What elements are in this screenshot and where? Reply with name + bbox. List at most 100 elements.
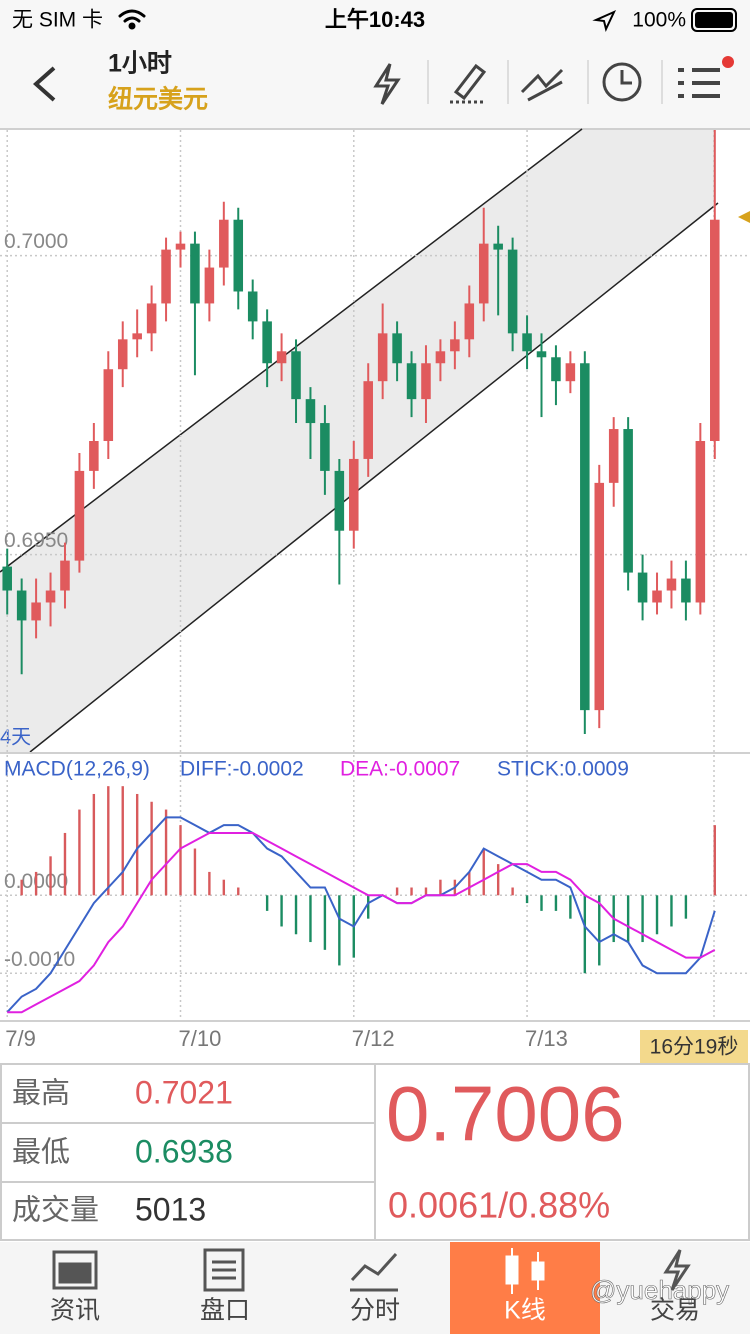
candle-body bbox=[536, 351, 547, 358]
x-tick-label: 7/9 bbox=[5, 1026, 36, 1051]
candle-body bbox=[666, 578, 677, 591]
battery-text: 100% bbox=[632, 9, 686, 32]
macd-stick bbox=[540, 895, 543, 911]
macd-stick bbox=[713, 825, 716, 896]
macd-stick bbox=[525, 895, 529, 904]
candle-body bbox=[377, 333, 388, 382]
battery-level bbox=[695, 12, 733, 28]
legend-entry: DEA:-0.0007 bbox=[340, 758, 460, 781]
macd-stick bbox=[323, 895, 327, 950]
candle-body bbox=[710, 219, 720, 441]
high-value: 0.7021 bbox=[135, 1074, 233, 1110]
macd-stick bbox=[598, 895, 601, 966]
candle-body bbox=[219, 219, 229, 268]
clock-button[interactable] bbox=[602, 62, 642, 102]
macd-stick bbox=[49, 856, 52, 896]
volume-value: 5013 bbox=[135, 1191, 206, 1227]
candle-body bbox=[291, 351, 301, 400]
y-tick-label: 0.7000 bbox=[4, 230, 68, 253]
candle-body bbox=[31, 602, 41, 621]
macd-stick bbox=[20, 879, 23, 896]
macd-stick bbox=[583, 895, 587, 974]
trendline-button[interactable] bbox=[520, 68, 564, 102]
candle-body bbox=[594, 482, 605, 711]
macd-stick bbox=[410, 887, 413, 896]
macd-stick bbox=[193, 848, 197, 896]
candle-body bbox=[320, 423, 330, 471]
x-tick-label: 7/12 bbox=[352, 1026, 395, 1051]
macd-stick bbox=[684, 895, 688, 919]
macd-stick bbox=[655, 895, 659, 935]
tab-label[interactable]: 盘口 bbox=[200, 1297, 250, 1325]
candle-body bbox=[363, 381, 373, 459]
candle-body bbox=[522, 333, 532, 352]
macd-stick bbox=[511, 887, 514, 896]
macd-stick bbox=[179, 825, 182, 896]
macd-stick bbox=[63, 832, 67, 896]
clock: 上午10:43 bbox=[325, 7, 425, 32]
macd-stick bbox=[150, 801, 153, 896]
macd-stick bbox=[641, 895, 644, 943]
candle-body bbox=[478, 243, 489, 304]
candle-body bbox=[652, 590, 662, 603]
candle-body bbox=[161, 249, 171, 304]
macd-stick bbox=[496, 864, 500, 896]
y-tick-label: -0.0010 bbox=[4, 948, 75, 971]
carrier: 无 SIM 卡 bbox=[12, 9, 103, 32]
candle-body bbox=[421, 363, 431, 400]
macd-stick bbox=[439, 879, 442, 896]
macd-stick bbox=[338, 895, 341, 966]
candle-body bbox=[146, 303, 157, 334]
macd-stick bbox=[164, 809, 168, 896]
tab-label[interactable]: 分时 bbox=[350, 1297, 400, 1325]
back-button[interactable] bbox=[32, 66, 56, 102]
tab-label[interactable]: K线 bbox=[504, 1297, 546, 1325]
candle-body bbox=[565, 363, 576, 382]
candle-body bbox=[132, 333, 142, 340]
draw-button[interactable] bbox=[450, 63, 487, 104]
tab-label[interactable]: 交易 bbox=[650, 1297, 700, 1325]
macd-stick bbox=[92, 793, 96, 896]
macd-stick bbox=[222, 879, 226, 896]
period: 1小时 bbox=[108, 50, 172, 78]
macd-stick bbox=[468, 871, 471, 896]
macd-stick bbox=[395, 887, 399, 896]
candle-body bbox=[406, 363, 417, 400]
timer-bg bbox=[640, 1030, 748, 1064]
candle-body bbox=[695, 441, 706, 603]
candle-body bbox=[681, 578, 691, 603]
notification-dot bbox=[722, 56, 734, 68]
candle-body bbox=[551, 357, 561, 382]
candle-body bbox=[608, 429, 619, 483]
candle-body bbox=[89, 441, 99, 471]
candle-body bbox=[305, 399, 316, 424]
flash-button[interactable] bbox=[373, 63, 401, 105]
macd-stick bbox=[107, 786, 110, 896]
macd-stick bbox=[482, 848, 485, 896]
legend-entry: STICK:0.0009 bbox=[497, 758, 629, 781]
active-tab-bg bbox=[450, 1242, 600, 1334]
x-tick-label: 7/13 bbox=[525, 1026, 568, 1051]
low-label: 最低 bbox=[12, 1136, 70, 1169]
candle-body bbox=[60, 560, 70, 591]
macd-stick bbox=[208, 871, 211, 896]
macd-stick bbox=[424, 887, 428, 896]
macd-stick bbox=[280, 895, 283, 927]
legend-entry: DIFF:-0.0002 bbox=[180, 758, 304, 781]
candle-body bbox=[190, 243, 200, 304]
channel-upper bbox=[0, 128, 583, 573]
watermark: @yuehappy bbox=[590, 1275, 729, 1305]
macd-stick bbox=[78, 809, 81, 896]
candle-body bbox=[623, 429, 633, 573]
candle-body bbox=[276, 351, 287, 364]
menu-button[interactable] bbox=[678, 68, 720, 98]
tab-bar bbox=[0, 1242, 750, 1334]
tab-label[interactable]: 资讯 bbox=[50, 1297, 100, 1325]
candle-body bbox=[349, 458, 359, 531]
battery-icon bbox=[691, 8, 737, 32]
timer: 16分19秒 bbox=[650, 1036, 739, 1059]
price-change: 0.0061/0.88% bbox=[388, 1185, 610, 1226]
candle-body bbox=[435, 351, 446, 364]
volume-label: 成交量 bbox=[12, 1194, 99, 1227]
